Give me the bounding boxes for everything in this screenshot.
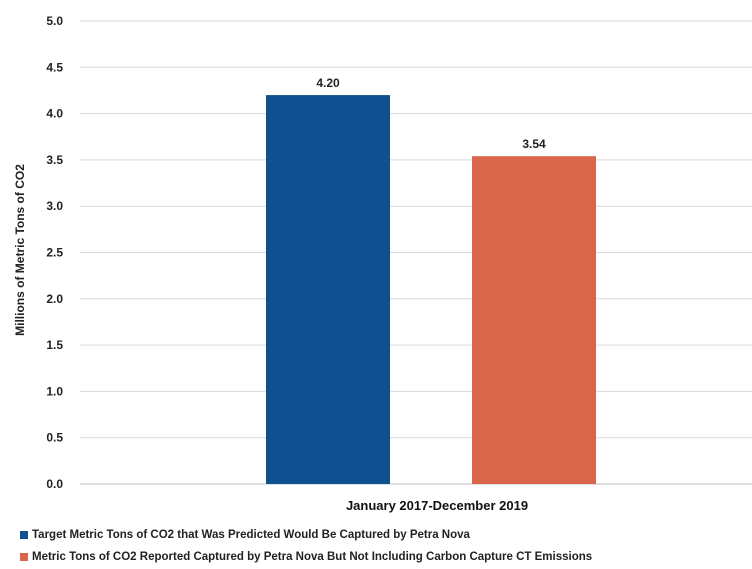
- legend: Target Metric Tons of CO2 that Was Predi…: [20, 524, 750, 568]
- y-tick-label: 2.5: [46, 246, 63, 260]
- legend-label-target: Target Metric Tons of CO2 that Was Predi…: [32, 529, 470, 541]
- y-axis-ticks: 0.0 0.5 1.0 1.5 2.0 2.5 3.0 3.5 4.0 4.5 5.0: [46, 14, 63, 491]
- bar-reported: [472, 156, 596, 485]
- y-tick-label: 1.0: [46, 384, 63, 398]
- x-axis-category-label: January 2017-December 2019: [346, 498, 528, 513]
- y-tick-label: 2.0: [46, 292, 63, 306]
- data-label-target: 4.20: [316, 76, 340, 90]
- data-labels: 4.20 3.54: [316, 76, 546, 151]
- legend-item-reported: Metric Tons of CO2 Reported Captured by …: [20, 546, 750, 568]
- bar-target: [266, 95, 390, 484]
- y-tick-label: 1.5: [46, 338, 63, 352]
- data-label-reported: 3.54: [522, 137, 546, 151]
- legend-swatch-reported: [20, 553, 28, 561]
- y-tick-label: 5.0: [46, 14, 63, 28]
- bars: [266, 95, 596, 485]
- legend-swatch-target: [20, 531, 28, 539]
- legend-label-reported: Metric Tons of CO2 Reported Captured by …: [32, 551, 593, 563]
- y-tick-label: 4.0: [46, 107, 63, 121]
- y-tick-label: 3.0: [46, 199, 63, 213]
- y-axis-label: Millions of Metric Tons of CO2: [13, 164, 27, 336]
- y-tick-label: 0.0: [46, 477, 63, 491]
- y-tick-label: 0.5: [46, 431, 63, 445]
- y-tick-label: 3.5: [46, 153, 63, 167]
- gridlines: [80, 20, 752, 485]
- legend-item-target: Target Metric Tons of CO2 that Was Predi…: [20, 524, 750, 546]
- y-tick-label: 4.5: [46, 60, 63, 74]
